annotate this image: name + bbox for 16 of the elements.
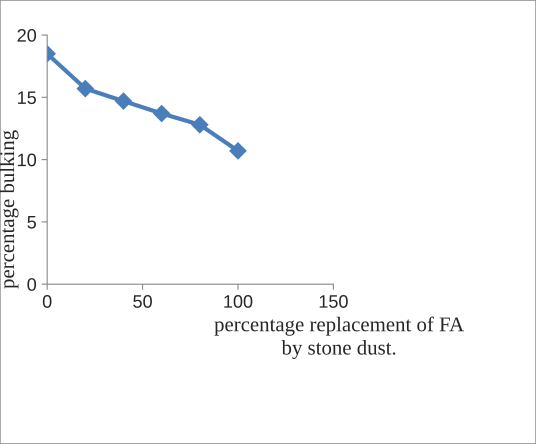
x-axis-title: percentage replacement of FA by stone dust.: [214, 316, 464, 359]
y-tick-label: 0: [27, 278, 36, 291]
x-tick-label: 100: [224, 295, 252, 308]
point: [191, 116, 208, 134]
y-tick-label: 5: [27, 216, 36, 229]
point: [153, 104, 170, 122]
y-tick-label: 20: [18, 29, 36, 42]
x-tick-label: 50: [133, 295, 152, 308]
y-tick-label: 15: [18, 91, 36, 104]
x-tick-label: 0: [42, 295, 52, 308]
y-tick-label: 10: [18, 154, 36, 166]
point: [76, 80, 94, 98]
y-axis-title: percentage bulking: [0, 130, 19, 289]
point: [114, 92, 132, 110]
x-tick-label: 150: [320, 295, 348, 308]
point: [229, 142, 247, 160]
